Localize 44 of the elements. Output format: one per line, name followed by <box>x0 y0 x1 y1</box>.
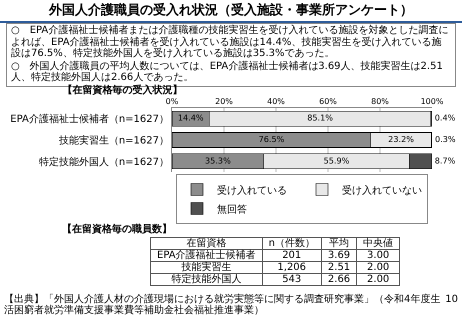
category-label: 特定技能外国人 <box>150 274 262 286</box>
legend-label: n（件数） <box>262 238 322 250</box>
x-tick-label: 20% <box>215 96 234 106</box>
x-tick-label: 60% <box>319 96 338 106</box>
legend-label: 受け入れていない <box>342 184 422 196</box>
text: 在留資格 <box>150 238 262 250</box>
data-label: 8.7% <box>434 155 456 166</box>
data-label: 85.1% <box>307 112 334 123</box>
x-tick-label: 100% <box>420 96 444 106</box>
data-label: 76.5% <box>258 134 285 144</box>
text: 【在留資格毎の職員数】 <box>62 222 173 236</box>
y-tick-label: EPA介護福祉士候補者（n=1627） <box>10 113 169 126</box>
legend-label: 受け入れている <box>217 184 287 196</box>
category-label: EPA介護福祉士候補者 <box>150 250 262 262</box>
data-label: 23.2% <box>388 134 414 144</box>
category-label: 技能実習生 <box>150 262 262 274</box>
text: 10 <box>445 294 458 305</box>
data-label: 3.00 <box>356 250 400 262</box>
data-label: 2.00 <box>356 262 400 274</box>
y-tick-label: 特定技能外国人（n=1627） <box>38 156 169 168</box>
data-label: 2.51 <box>321 262 357 274</box>
data-label: 2.66 <box>321 274 357 286</box>
text: 【出典】「外国人介護人材の介護現場における就労実態等に関する調査研究事業」（令和4年度生活困窮者就労準備支援事業費等補助金社会福祉推進事業） <box>4 294 440 316</box>
y-tick-label: 技能実習生（n=1627） <box>58 134 169 146</box>
legend-label: 平均 <box>321 238 357 250</box>
x-tick-label: 40% <box>267 96 286 106</box>
data-label: 201 <box>262 250 322 262</box>
data-label: 0.4% <box>434 112 456 123</box>
data-label: 543 <box>262 274 322 286</box>
data-label: 0.3% <box>435 134 456 144</box>
data-label: 14.4% <box>178 112 204 123</box>
x-tick-label: 0% <box>166 96 179 106</box>
data-label: 2.00 <box>356 274 400 286</box>
data-label: 3.69 <box>321 250 357 262</box>
text: 外国人介護職員の受入れ状況（受入施設・事業所アンケート） <box>0 1 462 23</box>
text: ○ 外国人介護職員の平均人数については、EPA介護福祉士候補者は3.69人、技能実習生は2.51人、特定技能外国人は2.66人であった。 <box>11 60 444 84</box>
data-label: 1,206 <box>262 262 322 274</box>
legend-label: 無回答 <box>217 203 247 216</box>
x-tick-label: 80% <box>371 96 390 106</box>
text: ○ EPA介護福祉士候補者または介護職種の技能実習生を受け入れている施設を対象とした調査によれば、EPA介護福祉士候補者を受け入れている施設は14.4%、技能実習生を受け入れている施設は76.5%、特定技能外国人を受け入れている施設は35.3%であった。 <box>11 25 450 60</box>
chart-title: 【在留資格毎の受入状況】 <box>62 84 182 96</box>
data-label: 35.3% <box>205 155 232 166</box>
data-label: 55.9% <box>324 155 350 166</box>
text: 中央値 <box>356 238 400 250</box>
